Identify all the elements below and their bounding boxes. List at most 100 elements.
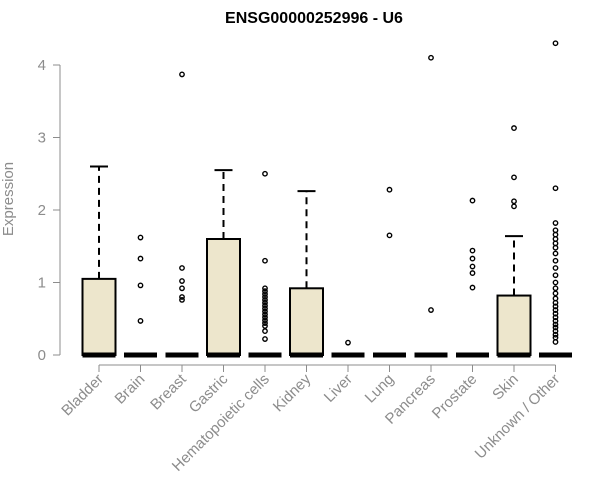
outlier-8-1 bbox=[428, 54, 434, 61]
outlier-1-2 bbox=[137, 255, 144, 262]
outlier-4-6 bbox=[262, 311, 268, 318]
outlier-11-16 bbox=[552, 272, 559, 279]
outlier-11-15 bbox=[552, 279, 559, 286]
x-tick-label-10: Skin bbox=[489, 371, 522, 404]
outlier-11-12 bbox=[552, 295, 559, 302]
outlier-7-0 bbox=[386, 232, 393, 239]
box-rect-3 bbox=[206, 238, 241, 356]
outlier-4-0 bbox=[262, 336, 268, 342]
outlier-2-1 bbox=[179, 294, 185, 300]
box-10 bbox=[496, 125, 532, 358]
outlier-4-11 bbox=[262, 296, 268, 303]
outlier-7-1 bbox=[386, 186, 393, 193]
outlier-11-19 bbox=[552, 250, 559, 257]
box-11 bbox=[539, 40, 572, 358]
box-3 bbox=[206, 169, 241, 358]
outlier-1-0 bbox=[137, 318, 144, 324]
outlier-4-14 bbox=[262, 288, 268, 295]
outlier-1-3 bbox=[137, 234, 144, 241]
outlier-11-2 bbox=[552, 331, 559, 338]
outlier-1-1 bbox=[137, 282, 144, 289]
outlier-4-3 bbox=[262, 320, 268, 326]
x-tick-label-5: Kidney bbox=[270, 370, 315, 415]
outlier-11-1 bbox=[552, 334, 559, 341]
outlier-4-5 bbox=[262, 314, 268, 321]
outlier-9-0 bbox=[469, 284, 476, 291]
y-tick-label-2: 2 bbox=[38, 202, 46, 219]
outlier-9-4 bbox=[469, 247, 476, 254]
outlier-4-8 bbox=[262, 305, 268, 312]
outlier-4-16 bbox=[262, 257, 268, 264]
outlier-11-7 bbox=[552, 314, 559, 321]
outlier-11-25 bbox=[552, 220, 559, 226]
box-9 bbox=[456, 197, 489, 358]
box-rect-0 bbox=[81, 277, 117, 356]
box-4 bbox=[248, 170, 282, 358]
outlier-11-14 bbox=[552, 285, 559, 292]
outlier-11-17 bbox=[552, 265, 559, 271]
outlier-9-1 bbox=[469, 270, 476, 276]
outlier-8-0 bbox=[428, 307, 434, 313]
box-5 bbox=[289, 190, 324, 358]
box-rect-5 bbox=[289, 287, 324, 356]
outlier-2-3 bbox=[179, 278, 185, 284]
box-6 bbox=[331, 339, 365, 358]
x-tick-label-7: Lung bbox=[362, 371, 398, 407]
outlier-10-0 bbox=[511, 203, 517, 210]
outlier-11-10 bbox=[552, 303, 559, 310]
outlier-4-1 bbox=[262, 328, 268, 334]
box-0 bbox=[81, 165, 117, 358]
y-axis-label: Expression bbox=[0, 162, 17, 236]
x-tick-label-6: Liver bbox=[321, 371, 356, 406]
outlier-11-18 bbox=[552, 257, 559, 264]
x-tick-label-9: Prostate bbox=[429, 371, 481, 423]
outlier-11-24 bbox=[552, 227, 559, 234]
box-2 bbox=[165, 71, 199, 358]
outlier-11-5 bbox=[552, 321, 559, 328]
outlier-11-13 bbox=[552, 290, 559, 297]
outlier-4-10 bbox=[262, 299, 268, 306]
outlier-2-5 bbox=[179, 71, 185, 78]
outlier-9-2 bbox=[469, 263, 476, 270]
box-8 bbox=[414, 54, 448, 358]
outlier-11-27 bbox=[552, 40, 559, 47]
outlier-4-13 bbox=[262, 291, 268, 297]
outlier-9-3 bbox=[469, 255, 476, 262]
outlier-4-17 bbox=[262, 170, 268, 177]
outlier-11-26 bbox=[552, 185, 559, 192]
outlier-4-7 bbox=[262, 308, 268, 315]
box-1 bbox=[124, 234, 157, 358]
box-rect-10 bbox=[496, 294, 532, 356]
y-tick-label-3: 3 bbox=[38, 130, 46, 147]
outlier-6-0 bbox=[345, 339, 351, 346]
outlier-2-0 bbox=[179, 296, 185, 303]
y-tick-label-1: 1 bbox=[38, 275, 46, 292]
outlier-4-12 bbox=[262, 294, 268, 300]
outlier-4-15 bbox=[262, 285, 268, 292]
y-axis: 0 1 2 3 4 bbox=[38, 57, 61, 364]
y-tick-label-4: 4 bbox=[38, 57, 46, 74]
x-tick-label-0: Bladder bbox=[58, 371, 107, 420]
outlier-2-4 bbox=[179, 265, 185, 271]
boxes-group bbox=[81, 40, 572, 358]
outlier-11-9 bbox=[552, 307, 559, 313]
outlier-10-2 bbox=[511, 174, 517, 181]
outlier-4-2 bbox=[262, 323, 268, 329]
outlier-4-4 bbox=[262, 317, 268, 324]
outlier-2-2 bbox=[179, 285, 185, 292]
outlier-9-5 bbox=[469, 197, 476, 204]
x-tick-label-1: Brain bbox=[112, 371, 149, 408]
y-tick-label-0: 0 bbox=[38, 347, 46, 364]
chart-title: ENSG00000252996 - U6 bbox=[225, 10, 403, 27]
outlier-11-3 bbox=[552, 328, 559, 334]
outlier-10-1 bbox=[511, 198, 517, 205]
outlier-4-9 bbox=[262, 302, 268, 309]
outlier-11-8 bbox=[552, 310, 559, 317]
outlier-10-3 bbox=[511, 125, 517, 131]
box-7 bbox=[373, 186, 406, 358]
outlier-11-6 bbox=[552, 318, 559, 324]
outlier-11-4 bbox=[552, 324, 559, 331]
